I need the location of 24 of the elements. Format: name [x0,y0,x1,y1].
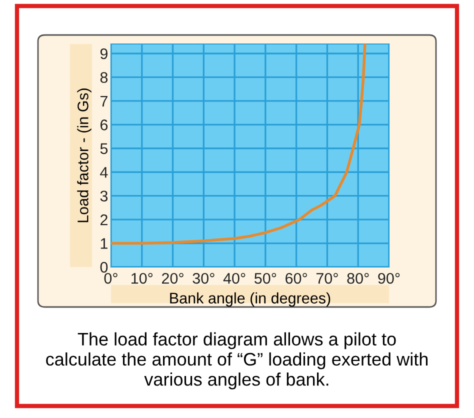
y-tick-label: 1 [100,238,108,249]
x-tick-label: 60° [286,272,307,284]
x-tick-label: 30° [192,272,214,284]
y-tick-label: 4 [100,167,108,178]
line-series [111,44,366,245]
x-tick-label: 20° [162,272,184,284]
x-tick-label: 10° [132,272,153,284]
x-tick-label: 50° [254,272,276,284]
y-tick-label: 9 [100,48,108,60]
x-tick-label: 80° [347,272,369,284]
y-tick-label: 7 [100,96,108,106]
y-tick-label: 8 [100,72,108,83]
x-tick-label: 90° [378,272,400,284]
x-tick-label: 40° [223,272,246,284]
y-tick-label: 2 [100,214,108,226]
x-tick-label: 70° [316,272,338,284]
text: The load factor diagram allows a pilot to calculate the amount of “G” loading exerted with various angles of bank. [46,332,428,390]
x-axis-title: Bank angle (in degrees) [170,292,330,307]
x-tick-label: 0° [104,272,118,284]
y-tick-label: 6 [100,120,108,130]
y-tick-label: 3 [100,190,108,202]
y-axis-title: Load factor - (in Gs) [77,88,92,222]
y-tick-label: 5 [100,143,108,154]
y-tick-label: 0 [100,262,108,273]
